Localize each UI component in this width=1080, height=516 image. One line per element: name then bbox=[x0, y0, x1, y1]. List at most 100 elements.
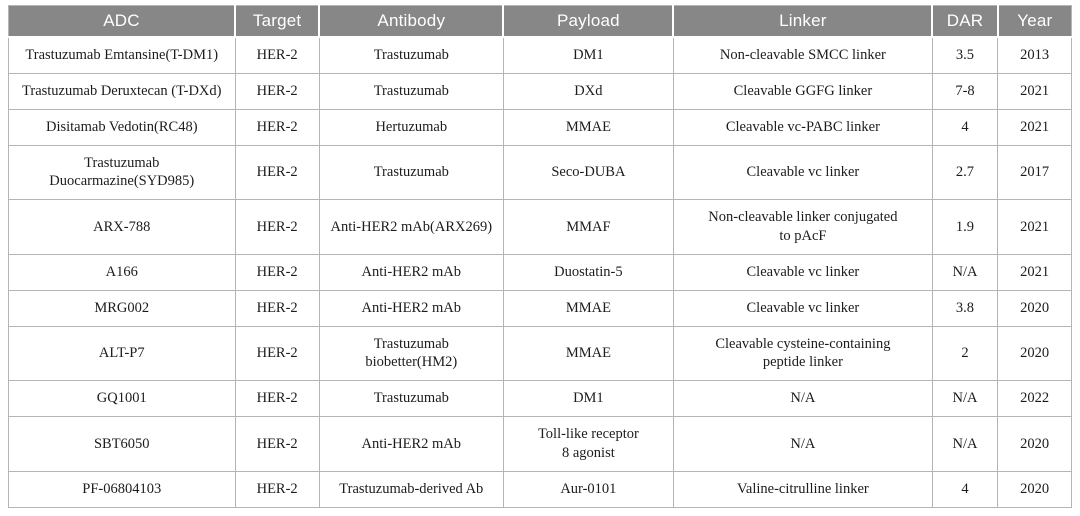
cell-antibody: Hertuzumab bbox=[318, 108, 504, 146]
cell-linker: Cleavable vc linker bbox=[672, 289, 933, 327]
cell-antibody: Trastuzumab bbox=[318, 380, 504, 418]
cell-linker: N/A bbox=[672, 380, 933, 418]
cell-payload: DM1 bbox=[502, 36, 674, 74]
table-row: Trastuzumab Deruxtecan (T-DXd) HER-2 Trast… bbox=[8, 72, 1072, 110]
cell-payload: Duostatin-5 bbox=[502, 253, 674, 291]
cell-year: 2021 bbox=[997, 199, 1072, 255]
cell-adc: Disitamab Vedotin(RC48) bbox=[8, 108, 236, 146]
cell-payload: Aur-0101 bbox=[502, 470, 674, 508]
column-header-dar: DAR bbox=[931, 5, 999, 38]
table-row: ALT-P7 HER-2 Trastuzumab biobetter(HM2) MMA… bbox=[8, 325, 1072, 382]
cell-target: HER-2 bbox=[234, 144, 320, 201]
table-header: ADC Target Antibody Payload Linker DAR Year bbox=[8, 5, 1072, 38]
cell-dar: N/A bbox=[931, 416, 999, 472]
column-header-antibody: Antibody bbox=[318, 5, 505, 38]
table-row: GQ1001 HER-2 Trastuzumab DM1 N/A N/A 2022 bbox=[8, 380, 1072, 418]
cell-year: 2020 bbox=[997, 416, 1072, 472]
cell-adc: A166 bbox=[8, 253, 236, 291]
cell-dar: N/A bbox=[931, 253, 999, 291]
cell-year: 2017 bbox=[997, 144, 1072, 201]
cell-payload: Seco-DUBA bbox=[502, 144, 674, 201]
cell-target: HER-2 bbox=[234, 416, 320, 472]
cell-year: 2013 bbox=[997, 36, 1072, 74]
cell-linker: Non-cleavable SMCC linker bbox=[672, 36, 933, 74]
cell-target: HER-2 bbox=[234, 470, 320, 508]
cell-linker: Cleavable vc linker bbox=[672, 253, 933, 291]
table-row: ARX-788 HER-2 Anti-HER2 mAb(ARX269) MMAF Non… bbox=[8, 199, 1072, 255]
cell-linker: Cleavable cysteine-containing peptide li… bbox=[672, 325, 933, 382]
cell-dar: 4 bbox=[931, 108, 999, 146]
cell-antibody: Anti-HER2 mAb bbox=[318, 253, 504, 291]
cell-payload: MMAE bbox=[502, 325, 674, 382]
cell-linker: Cleavable GGFG linker bbox=[672, 72, 933, 110]
cell-payload: Toll-like receptor 8 agonist bbox=[502, 416, 674, 472]
cell-dar: N/A bbox=[931, 380, 999, 418]
table-row: SBT6050 HER-2 Anti-HER2 mAb Toll-like recep… bbox=[8, 416, 1072, 472]
cell-dar: 2.7 bbox=[931, 144, 999, 201]
table-row: Trastuzumab Emtansine(T-DM1) HER-2 Trastuz… bbox=[8, 36, 1072, 74]
cell-linker: Valine-citrulline linker bbox=[672, 470, 933, 508]
cell-dar: 1.9 bbox=[931, 199, 999, 255]
cell-linker: N/A bbox=[672, 416, 933, 472]
cell-antibody: Anti-HER2 mAb(ARX269) bbox=[318, 199, 504, 255]
table-body: Trastuzumab Emtansine(T-DM1) HER-2 Trastuz… bbox=[8, 36, 1072, 508]
cell-payload: DM1 bbox=[502, 380, 674, 418]
cell-target: HER-2 bbox=[234, 36, 320, 74]
cell-adc: ARX-788 bbox=[8, 199, 236, 255]
cell-year: 2021 bbox=[997, 72, 1072, 110]
cell-year: 2020 bbox=[997, 289, 1072, 327]
cell-dar: 4 bbox=[931, 470, 999, 508]
column-header-year: Year bbox=[996, 5, 1072, 38]
cell-dar: 3.5 bbox=[931, 36, 999, 74]
cell-adc: ALT-P7 bbox=[8, 325, 236, 382]
cell-linker: Cleavable vc linker bbox=[672, 144, 933, 201]
cell-target: HER-2 bbox=[234, 199, 320, 255]
cell-target: HER-2 bbox=[234, 72, 320, 110]
cell-adc: Trastuzumab Duocarmazine(SYD985) bbox=[8, 144, 236, 201]
cell-linker: Cleavable vc-PABC linker bbox=[672, 108, 933, 146]
cell-adc: Trastuzumab Deruxtecan (T-DXd) bbox=[8, 72, 236, 110]
column-header-linker: Linker bbox=[672, 5, 934, 38]
cell-adc: MRG002 bbox=[8, 289, 236, 327]
table-row: PF-06804103 HER-2 Trastuzumab-derived Ab Au… bbox=[8, 470, 1072, 508]
column-header-target: Target bbox=[234, 5, 321, 38]
cell-year: 2020 bbox=[997, 325, 1072, 382]
cell-dar: 7-8 bbox=[931, 72, 999, 110]
cell-antibody: Anti-HER2 mAb bbox=[318, 289, 504, 327]
table-row: MRG002 HER-2 Anti-HER2 mAb MMAE Cleavable vc… bbox=[8, 289, 1072, 327]
cell-year: 2020 bbox=[997, 470, 1072, 508]
cell-antibody: Trastuzumab bbox=[318, 144, 504, 201]
column-header-adc: ADC bbox=[8, 5, 237, 38]
cell-antibody: Trastuzumab bbox=[318, 72, 504, 110]
cell-payload: MMAE bbox=[502, 108, 674, 146]
cell-antibody: Trastuzumab biobetter(HM2) bbox=[318, 325, 504, 382]
cell-target: HER-2 bbox=[234, 325, 320, 382]
column-header-payload: Payload bbox=[502, 5, 675, 38]
cell-target: HER-2 bbox=[234, 253, 320, 291]
cell-adc: Trastuzumab Emtansine(T-DM1) bbox=[8, 36, 236, 74]
cell-adc: PF-06804103 bbox=[8, 470, 236, 508]
header-row: ADC Target Antibody Payload Linker DAR Year bbox=[8, 5, 1072, 38]
adc-table: ADC Target Antibody Payload Linker DAR Year Tr… bbox=[8, 5, 1072, 508]
table-row: A166 HER-2 Anti-HER2 mAb Duostatin-5 Cleavab… bbox=[8, 253, 1072, 291]
cell-adc: SBT6050 bbox=[8, 416, 236, 472]
cell-payload: DXd bbox=[502, 72, 674, 110]
cell-target: HER-2 bbox=[234, 108, 320, 146]
cell-target: HER-2 bbox=[234, 380, 320, 418]
cell-linker: Non-cleavable linker conjugated to pAcF bbox=[672, 199, 933, 255]
cell-antibody: Trastuzumab-derived Ab bbox=[318, 470, 504, 508]
cell-antibody: Trastuzumab bbox=[318, 36, 504, 74]
cell-year: 2021 bbox=[997, 253, 1072, 291]
cell-year: 2022 bbox=[997, 380, 1072, 418]
cell-payload: MMAE bbox=[502, 289, 674, 327]
table-row: Disitamab Vedotin(RC48) HER-2 Hertuzumab MM… bbox=[8, 108, 1072, 146]
cell-dar: 2 bbox=[931, 325, 999, 382]
cell-adc: GQ1001 bbox=[8, 380, 236, 418]
cell-payload: MMAF bbox=[502, 199, 674, 255]
cell-antibody: Anti-HER2 mAb bbox=[318, 416, 504, 472]
cell-dar: 3.8 bbox=[931, 289, 999, 327]
cell-target: HER-2 bbox=[234, 289, 320, 327]
cell-year: 2021 bbox=[997, 108, 1072, 146]
table-row: Trastuzumab Duocarmazine(SYD985) HER-2 Tra… bbox=[8, 144, 1072, 201]
